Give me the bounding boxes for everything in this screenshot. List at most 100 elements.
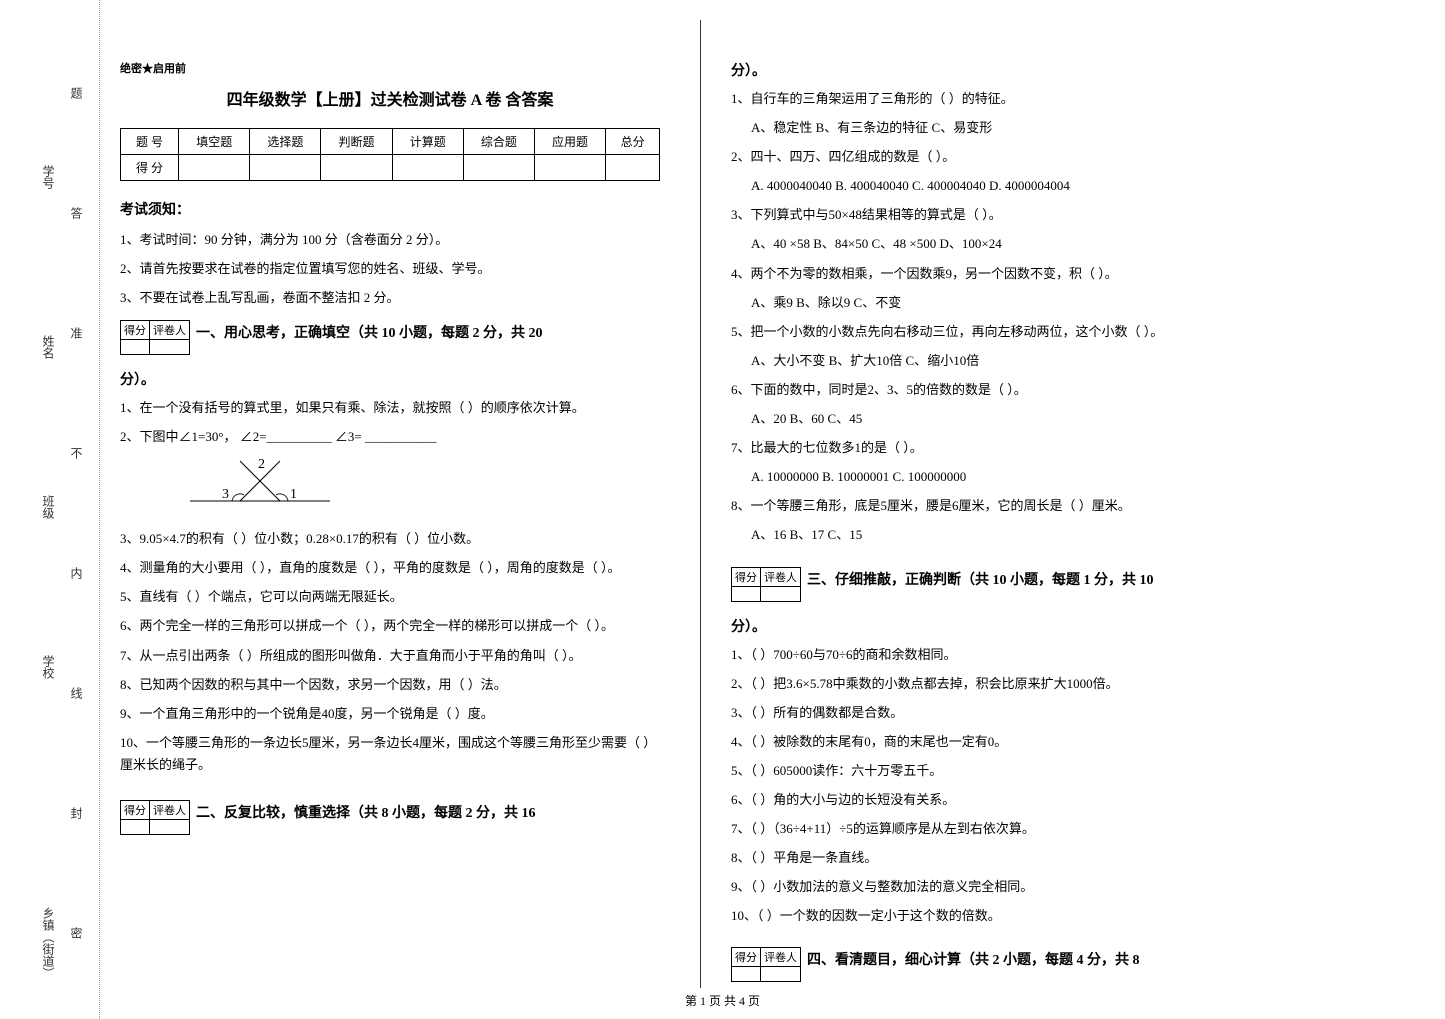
grader-table: 得分评卷人	[731, 567, 801, 602]
mini-cell: 评卷人	[150, 801, 190, 820]
score-cell	[392, 155, 463, 181]
exam-title: 四年级数学【上册】过关检测试卷 A 卷 含答案	[120, 86, 660, 110]
question: 6、（ ）角的大小与边的长短没有关系。	[731, 789, 1250, 811]
angle-diagram: 2 3 1	[180, 456, 660, 520]
question: 1、在一个没有括号的算式里，如果只有乘、除法，就按照（ ）的顺序依次计算。	[120, 397, 660, 419]
score-cell	[250, 155, 321, 181]
score-cell	[321, 155, 392, 181]
section-1-head: 得分评卷人 一、用心思考，正确填空（共 10 小题，每题 2 分，共 20	[120, 320, 660, 355]
sidebar-mark: 不	[68, 447, 85, 459]
question: 9、一个直角三角形中的一个锐角是40度，另一个锐角是（ ）度。	[120, 703, 660, 725]
options: A、稳定性 B、有三条边的特征 C、易变形	[731, 117, 1250, 139]
question: 9、（ ）小数加法的意义与整数加法的意义完全相同。	[731, 876, 1250, 898]
question: 5、把一个小数的小数点先向右移动三位，再向左移动两位，这个小数（ ）。	[731, 321, 1250, 343]
options: A、16 B、17 C、15	[731, 524, 1250, 546]
secret-label: 绝密★启用前	[120, 60, 660, 76]
mini-cell	[121, 340, 150, 355]
sidebar-mark: 线	[68, 687, 85, 699]
mini-cell: 得分	[732, 948, 761, 967]
sidebar-label: 姓名	[40, 335, 57, 359]
notice-item: 1、考试时间：90 分钟，满分为 100 分（含卷面分 2 分）。	[120, 229, 660, 248]
section-2-title: 二、反复比较，慎重选择（共 8 小题，每题 2 分，共 16	[196, 800, 660, 822]
notice-item: 3、不要在试卷上乱写乱画，卷面不整洁扣 2 分。	[120, 287, 660, 306]
options: A、20 B、60 C、45	[731, 408, 1250, 430]
mini-cell: 评卷人	[150, 321, 190, 340]
score-table: 题 号 填空题 选择题 判断题 计算题 综合题 应用题 总分 得 分	[120, 128, 660, 181]
question: 1、自行车的三角架运用了三角形的（ ）的特征。	[731, 88, 1250, 110]
question: 7、（ ）（36÷4+11）÷5的运算顺序是从左到右依次算。	[731, 818, 1250, 840]
page-content: 绝密★启用前 四年级数学【上册】过关检测试卷 A 卷 含答案 题 号 填空题 选…	[110, 20, 1390, 988]
left-column: 绝密★启用前 四年级数学【上册】过关检测试卷 A 卷 含答案 题 号 填空题 选…	[110, 20, 670, 988]
score-header: 选择题	[250, 129, 321, 155]
question: 4、两个不为零的数相乘，一个因数乘9，另一个因数不变，积（ ）。	[731, 263, 1250, 285]
mini-cell: 得分	[121, 801, 150, 820]
score-cell	[534, 155, 605, 181]
question: 8、一个等腰三角形，底是5厘米，腰是6厘米，它的周长是（ ）厘米。	[731, 495, 1250, 517]
diagram-label-2: 2	[258, 457, 265, 472]
question: 8、已知两个因数的积与其中一个因数，求另一个因数，用（ ）法。	[120, 674, 660, 696]
mini-cell: 评卷人	[761, 948, 801, 967]
mini-cell	[761, 586, 801, 601]
mini-cell	[150, 340, 190, 355]
sidebar-mark: 答	[68, 207, 85, 219]
mini-cell	[732, 586, 761, 601]
section-3-tail: 分）。	[731, 616, 1250, 636]
grader-table: 得分评卷人	[120, 320, 190, 355]
question: 1、（ ）700÷60与70÷6的商和余数相同。	[731, 644, 1250, 666]
score-cell	[463, 155, 534, 181]
section-3-head: 得分评卷人 三、仔细推敲，正确判断（共 10 小题，每题 1 分，共 10	[731, 567, 1250, 602]
score-cell	[179, 155, 250, 181]
question: 6、两个完全一样的三角形可以拼成一个（ ），两个完全一样的梯形可以拼成一个（ ）…	[120, 615, 660, 637]
sidebar-label: 学号	[40, 165, 57, 189]
question: 4、（ ）被除数的末尾有0，商的末尾也一定有0。	[731, 731, 1250, 753]
notice-item: 2、请首先按要求在试卷的指定位置填写您的姓名、班级、学号。	[120, 258, 660, 277]
options: A、乘9 B、除以9 C、不变	[731, 292, 1250, 314]
score-header: 题 号	[121, 129, 179, 155]
options: A. 4000040040 B. 400040040 C. 400004040 …	[731, 175, 1250, 197]
page-footer: 第 1 页 共 4 页	[0, 992, 1445, 1009]
sidebar-label: 乡镇（街道）	[40, 907, 57, 979]
question: 8、（ ）平角是一条直线。	[731, 847, 1250, 869]
section-4-head: 得分评卷人 四、看清题目，细心计算（共 2 小题，每题 4 分，共 8	[731, 947, 1250, 982]
score-header: 计算题	[392, 129, 463, 155]
question: 6、下面的数中，同时是2、3、5的倍数的数是（ ）。	[731, 379, 1250, 401]
score-header: 总分	[606, 129, 660, 155]
grader-table: 得分评卷人	[120, 800, 190, 835]
section-1-title: 一、用心思考，正确填空（共 10 小题，每题 2 分，共 20	[196, 320, 660, 342]
question: 3、（ ）所有的偶数都是合数。	[731, 702, 1250, 724]
question: 10、（ ）一个数的因数一定小于这个数的倍数。	[731, 905, 1250, 927]
mini-cell	[150, 820, 190, 835]
section-3-title: 三、仔细推敲，正确判断（共 10 小题，每题 1 分，共 10	[807, 567, 1250, 589]
question: 5、直线有（ ）个端点，它可以向两端无限延长。	[120, 586, 660, 608]
question: 3、下列算式中与50×48结果相等的算式是（ ）。	[731, 204, 1250, 226]
score-header: 应用题	[534, 129, 605, 155]
sidebar-mark: 封	[68, 807, 85, 819]
question: 2、（ ）把3.6×5.78中乘数的小数点都去掉，积会比原来扩大1000倍。	[731, 673, 1250, 695]
score-header: 判断题	[321, 129, 392, 155]
question: 2、四十、四万、四亿组成的数是（ ）。	[731, 146, 1250, 168]
sidebar-mark: 内	[68, 567, 85, 579]
mini-cell	[732, 967, 761, 982]
sidebar-label: 班级	[40, 495, 57, 519]
binding-sidebar: 乡镇（街道） 学校 班级 姓名 学号 密 封 线 内 不 准 答 题	[0, 0, 100, 1019]
mini-cell	[121, 820, 150, 835]
options: A、大小不变 B、扩大10倍 C、缩小10倍	[731, 350, 1250, 372]
question: 7、从一点引出两条（ ）所组成的图形叫做角．大于直角而小于平角的角叫（ ）。	[120, 645, 660, 667]
score-header: 填空题	[179, 129, 250, 155]
diagram-label-1: 1	[290, 487, 297, 502]
score-header: 综合题	[463, 129, 534, 155]
question: 5、（ ）605000读作：六十万零五千。	[731, 760, 1250, 782]
diagram-label-3: 3	[222, 487, 229, 502]
options: A. 10000000 B. 10000001 C. 100000000	[731, 466, 1250, 488]
question: 4、测量角的大小要用（ ），直角的度数是（ ），平角的度数是（ ），周角的度数是…	[120, 557, 660, 579]
question: 3、9.05×4.7的积有（ ）位小数；0.28×0.17的积有（ ）位小数。	[120, 528, 660, 550]
mini-cell: 得分	[121, 321, 150, 340]
question: 2、下图中∠1=30°， ∠2=__________ ∠3= _________…	[120, 426, 660, 448]
mini-cell	[761, 967, 801, 982]
score-cell	[606, 155, 660, 181]
notice-title: 考试须知：	[120, 199, 660, 219]
sidebar-mark: 题	[68, 87, 85, 99]
sidebar-label: 学校	[40, 655, 57, 679]
section-4-title: 四、看清题目，细心计算（共 2 小题，每题 4 分，共 8	[807, 947, 1250, 969]
mini-cell: 得分	[732, 567, 761, 586]
